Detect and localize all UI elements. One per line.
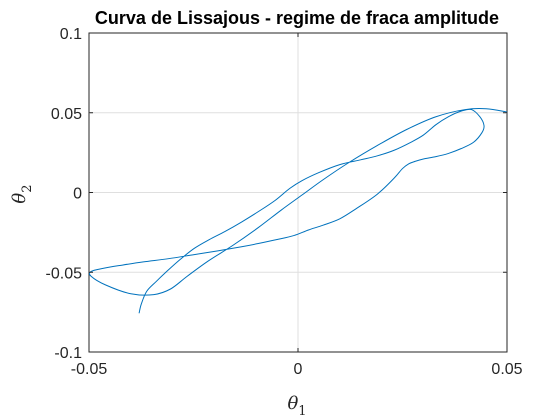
tick-marks — [88, 32, 508, 353]
series-line-1 — [89, 107, 507, 314]
grid-overlay — [89, 33, 507, 352]
x-tick-label: -0.05 — [71, 361, 108, 378]
y-tick-label: 0.05 — [51, 106, 82, 123]
y-tick-label: 0 — [73, 186, 82, 203]
y-tick-label: 0.1 — [60, 26, 82, 43]
series-layer — [89, 107, 507, 314]
y-tick-label: -0.05 — [46, 265, 83, 282]
y-axis-subscript: 2 — [20, 184, 35, 192]
y-axis-label: θ2 — [9, 184, 35, 203]
chart-title: Curva de Lissajous - regime de fraca amp… — [95, 8, 499, 28]
y-tick-labels: -0.1 -0.05 0 0.05 0.1 — [46, 26, 83, 362]
x-tick-label: 0 — [294, 361, 303, 378]
x-tick-label: 0.05 — [491, 361, 522, 378]
x-axis-subscript: 1 — [298, 404, 306, 419]
y-axis-symbol: θ — [9, 193, 30, 204]
x-axis-symbol: θ — [287, 393, 298, 414]
x-tick-labels: -0.05 0 0.05 — [71, 361, 523, 378]
y-tick-label: -0.1 — [54, 345, 82, 362]
x-axis-label: θ1 — [287, 393, 306, 419]
